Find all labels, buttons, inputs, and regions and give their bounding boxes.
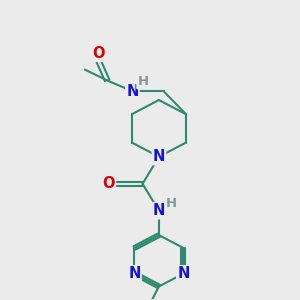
Text: N: N	[126, 84, 139, 99]
Text: N: N	[128, 266, 141, 281]
Text: O: O	[92, 46, 104, 61]
Text: N: N	[153, 149, 165, 164]
Text: H: H	[137, 75, 148, 88]
Text: H: H	[166, 197, 177, 210]
Text: O: O	[102, 176, 115, 191]
Text: N: N	[177, 266, 190, 281]
Text: N: N	[153, 203, 165, 218]
